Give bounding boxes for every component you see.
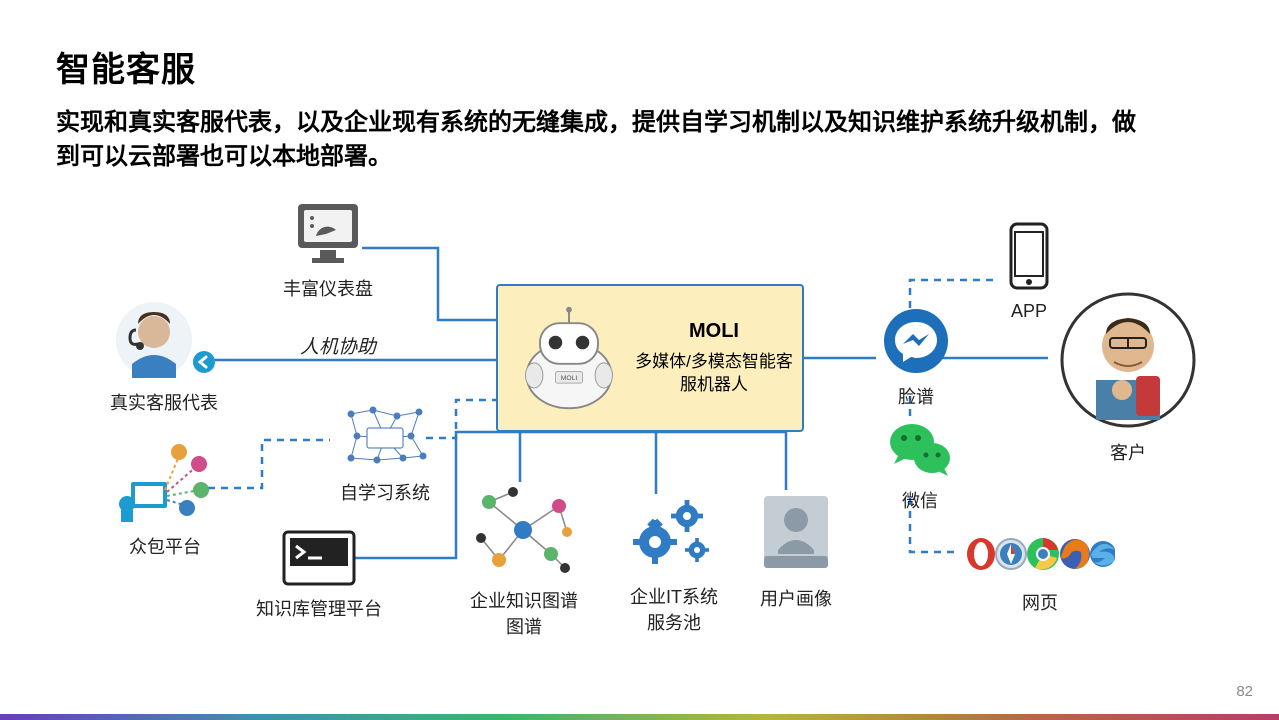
node-selflearn: 自学习系统: [330, 402, 440, 505]
svg-text:MOLI: MOLI: [561, 375, 578, 382]
moli-subtitle: 多媒体/多模态智能客服机器人: [634, 351, 794, 395]
graph-icon: [469, 482, 579, 578]
node-selflearn-label: 自学习系统: [330, 479, 440, 505]
node-wechat: 微信: [880, 420, 960, 513]
messenger-icon: [883, 308, 949, 374]
node-wechat-label: 微信: [880, 487, 960, 513]
phone-icon: [1005, 222, 1053, 292]
robot-icon: MOLI: [504, 293, 634, 423]
node-crowd-label: 众包平台: [110, 533, 220, 559]
page-title: 智能客服: [56, 42, 196, 91]
node-kb: 知识库管理平台: [244, 530, 394, 621]
node-customer: 客户: [1048, 290, 1208, 465]
node-fb: 脸谱: [876, 308, 956, 409]
edge-label-human-assist: 人机协助: [300, 332, 376, 359]
node-customer-label: 客户: [1048, 439, 1208, 465]
wechat-icon: [888, 420, 952, 478]
node-pool: 企业IT系统服务池: [614, 494, 734, 635]
node-profile: 用户画像: [746, 490, 846, 611]
node-crowd: 众包平台: [110, 438, 220, 559]
moli-center-box: MOLI MOLI 多媒体/多模态智能客服机器人: [496, 284, 804, 432]
node-fb-label: 脸谱: [876, 383, 956, 409]
gears-icon: [631, 494, 717, 574]
footer-gradient-bar: [0, 714, 1279, 720]
node-profile-label: 用户画像: [746, 585, 846, 611]
node-agent-label: 真实客服代表: [104, 389, 224, 415]
moli-title: MOLI: [634, 320, 794, 343]
node-web-label: 网页: [960, 589, 1120, 615]
page-number: 82: [1236, 683, 1253, 700]
node-pool-label: 企业IT系统服务池: [614, 583, 734, 635]
node-web: 网页: [960, 528, 1120, 615]
crowd-icon: [117, 438, 213, 524]
node-dashboard: 丰富仪表盘: [278, 200, 378, 301]
node-agent: 真实客服代表: [104, 300, 224, 415]
profile-icon: [756, 490, 836, 576]
agent-icon: [112, 300, 216, 380]
customer-icon: [1058, 290, 1198, 430]
browsers-icon: [965, 528, 1115, 580]
selflearn-icon: [337, 402, 433, 470]
dashboard-icon: [292, 200, 364, 266]
page-subtitle: 实现和真实客服代表，以及企业现有系统的无缝集成，提供自学习机制以及知识维护系统升…: [56, 106, 1156, 173]
node-dashboard-label: 丰富仪表盘: [278, 275, 378, 301]
terminal-icon: [282, 530, 356, 586]
node-kg-label: 企业知识图谱图谱: [464, 587, 584, 639]
node-kg: 企业知识图谱图谱: [464, 482, 584, 639]
node-kb-label: 知识库管理平台: [244, 595, 394, 621]
